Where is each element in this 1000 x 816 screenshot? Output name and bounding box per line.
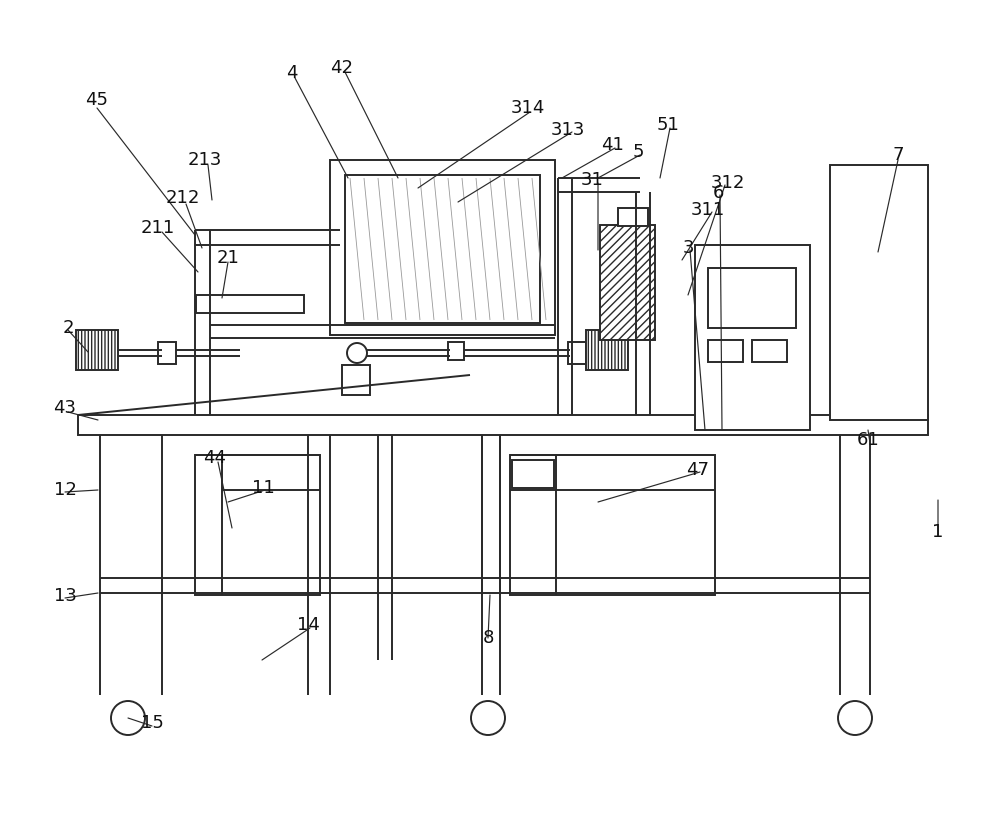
Text: 2: 2 (62, 319, 74, 337)
Bar (600, 225, 655, 340)
Text: 61: 61 (857, 431, 879, 449)
Text: 51: 51 (657, 116, 679, 134)
Text: 14: 14 (297, 616, 319, 634)
Text: 12: 12 (54, 481, 76, 499)
Bar (345, 175, 540, 323)
Bar (708, 340, 743, 362)
Bar (330, 160, 555, 335)
Text: 311: 311 (691, 201, 725, 219)
Bar (618, 208, 648, 226)
Text: 15: 15 (141, 714, 163, 732)
Text: 312: 312 (711, 174, 745, 192)
Bar (568, 342, 586, 364)
Text: 47: 47 (686, 461, 710, 479)
Bar (76, 330, 118, 370)
Text: 6: 6 (712, 184, 724, 202)
Text: 13: 13 (54, 587, 76, 605)
Bar (78, 415, 928, 435)
Text: 212: 212 (166, 189, 200, 207)
Bar (752, 340, 787, 362)
Text: 21: 21 (217, 249, 239, 267)
Text: 31: 31 (581, 171, 603, 189)
Bar (195, 455, 320, 595)
Bar (586, 330, 628, 370)
Bar (708, 268, 796, 328)
Text: 7: 7 (892, 146, 904, 164)
Text: 213: 213 (188, 151, 222, 169)
Text: 43: 43 (54, 399, 76, 417)
Bar (830, 165, 928, 420)
Text: 1: 1 (932, 523, 944, 541)
Text: 45: 45 (86, 91, 108, 109)
Text: 11: 11 (252, 479, 274, 497)
Text: 41: 41 (601, 136, 623, 154)
Bar (196, 295, 304, 313)
Text: 5: 5 (632, 143, 644, 161)
Text: 313: 313 (551, 121, 585, 139)
Bar (342, 365, 370, 395)
Bar (512, 460, 554, 488)
Bar (448, 342, 464, 360)
Bar (510, 455, 715, 595)
Bar (695, 245, 810, 430)
Text: 314: 314 (511, 99, 545, 117)
Bar (158, 342, 176, 364)
Text: 42: 42 (330, 59, 354, 77)
Text: 8: 8 (482, 629, 494, 647)
Text: 3: 3 (682, 239, 694, 257)
Text: 4: 4 (286, 64, 298, 82)
Text: 211: 211 (141, 219, 175, 237)
Text: 44: 44 (204, 449, 226, 467)
